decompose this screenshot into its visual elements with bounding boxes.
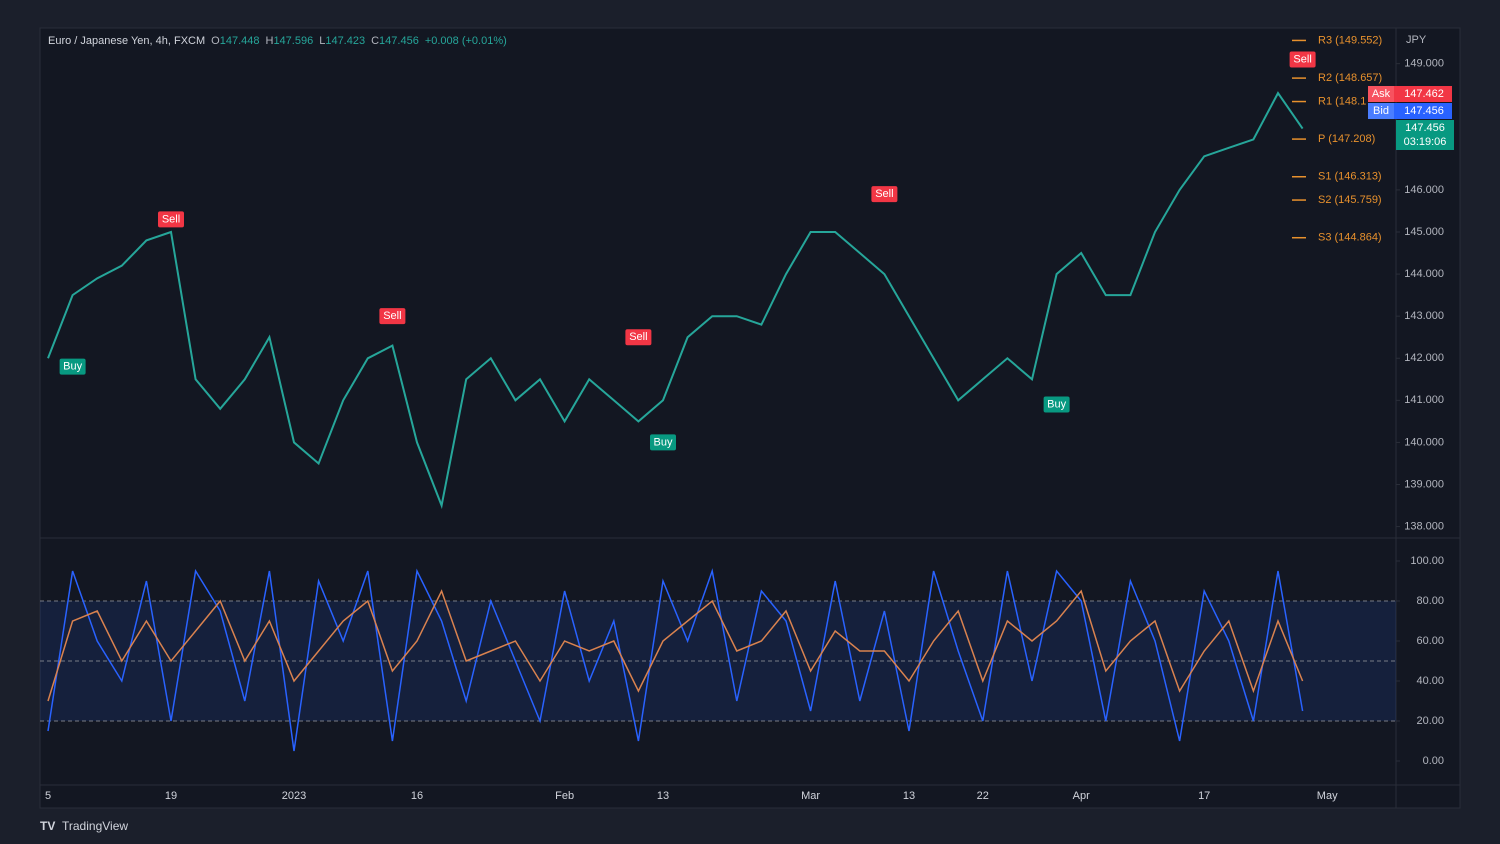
y-tick-label: 140.000 xyxy=(1404,436,1444,448)
ohlc-value: 147.456 xyxy=(379,35,419,47)
change: +0.008 (+0.01%) xyxy=(425,35,507,47)
last-price: 147.456 xyxy=(1405,122,1445,134)
y-tick-label: 146.000 xyxy=(1404,184,1444,196)
signal-label: Buy xyxy=(654,436,673,448)
pivot-label: R3 (149.552) xyxy=(1318,34,1382,46)
countdown: 03:19:06 xyxy=(1404,136,1447,148)
x-tick-label: 13 xyxy=(903,790,915,802)
y-tick-label: 138.000 xyxy=(1404,520,1444,532)
brand-logo: TV xyxy=(40,819,55,833)
currency: JPY xyxy=(1406,34,1427,46)
pivot-label: S1 (146.313) xyxy=(1318,171,1382,183)
signal-label: Buy xyxy=(1047,398,1066,410)
ohlc-key: C xyxy=(371,35,379,47)
x-tick-label: Feb xyxy=(555,790,574,802)
signal-box xyxy=(59,358,86,375)
signal-box xyxy=(1289,51,1316,68)
x-tick-label: 19 xyxy=(165,790,177,802)
ohlc-value: 147.448 xyxy=(220,35,260,47)
ohlc-key: H xyxy=(265,35,273,47)
bid-label-box xyxy=(1368,103,1394,119)
chart-area xyxy=(39,27,1461,809)
y-tick-label: 144.000 xyxy=(1404,268,1444,280)
pivot-label: P (147.208) xyxy=(1318,133,1375,145)
y-tick-label: 149.000 xyxy=(1404,58,1444,70)
signal-label: Sell xyxy=(1293,53,1311,65)
signal-box xyxy=(1043,396,1070,413)
pivot-label: R2 (148.657) xyxy=(1318,72,1382,84)
signal-box xyxy=(871,186,898,203)
x-tick-label: 22 xyxy=(977,790,989,802)
signal-box xyxy=(158,211,184,228)
signal-label: Buy xyxy=(63,361,82,373)
pivot-label: S2 (145.759) xyxy=(1318,194,1382,206)
y-tick-label: 80.00 xyxy=(1416,595,1444,607)
ohlc-key: L xyxy=(319,35,325,47)
signal-box xyxy=(625,329,652,346)
pivot-label: R1 (148.1 xyxy=(1318,95,1366,107)
x-tick-label: May xyxy=(1317,790,1338,802)
bid-price: 147.456 xyxy=(1404,105,1444,117)
x-tick-label: 16 xyxy=(411,790,423,802)
y-tick-label: 60.00 xyxy=(1416,635,1444,647)
signal-label: Sell xyxy=(875,188,893,200)
ask-label: Ask xyxy=(1372,88,1391,100)
signal-label: Sell xyxy=(629,331,647,343)
x-tick-label: 13 xyxy=(657,790,669,802)
pivot-label: S3 (144.864) xyxy=(1318,232,1382,244)
oscillator-line xyxy=(47,589,1304,702)
signal-box xyxy=(379,308,406,325)
signal-box xyxy=(650,434,676,451)
y-tick-label: 40.00 xyxy=(1416,675,1444,687)
symbol: Euro / Japanese Yen, 4h, FXCM xyxy=(48,35,205,47)
y-tick-label: 141.000 xyxy=(1404,394,1444,406)
ohlc-key: O xyxy=(211,35,220,47)
bid-label: Bid xyxy=(1373,105,1389,117)
x-tick-label: Mar xyxy=(801,790,820,802)
x-tick-label: 2023 xyxy=(282,790,306,802)
brand: TradingView xyxy=(62,819,128,833)
x-tick-label: 5 xyxy=(45,790,51,802)
y-tick-label: 142.000 xyxy=(1404,352,1444,364)
ohlc-value: 147.423 xyxy=(325,35,365,47)
ask-label-box xyxy=(1368,86,1394,102)
price-line xyxy=(47,91,1304,510)
ask-price: 147.462 xyxy=(1404,88,1444,100)
signal-label: Sell xyxy=(383,310,401,322)
oscillator-line xyxy=(47,568,1304,752)
symbol-header: Euro / Japanese Yen, 4h, FXCM O147.448 H14… xyxy=(48,35,507,47)
x-tick-label: 17 xyxy=(1198,790,1210,802)
y-tick-label: 100.00 xyxy=(1410,555,1444,567)
y-tick-label: 143.000 xyxy=(1404,310,1444,322)
signal-label: Sell xyxy=(162,213,180,225)
y-tick-label: 0.00 xyxy=(1423,755,1444,767)
last-price-box xyxy=(1396,120,1454,150)
y-tick-label: 139.000 xyxy=(1404,478,1444,490)
x-tick-label: Apr xyxy=(1073,790,1090,802)
y-tick-label: 20.00 xyxy=(1416,715,1444,727)
ohlc-value: 147.596 xyxy=(273,35,313,47)
y-tick-label: 145.000 xyxy=(1404,226,1444,238)
